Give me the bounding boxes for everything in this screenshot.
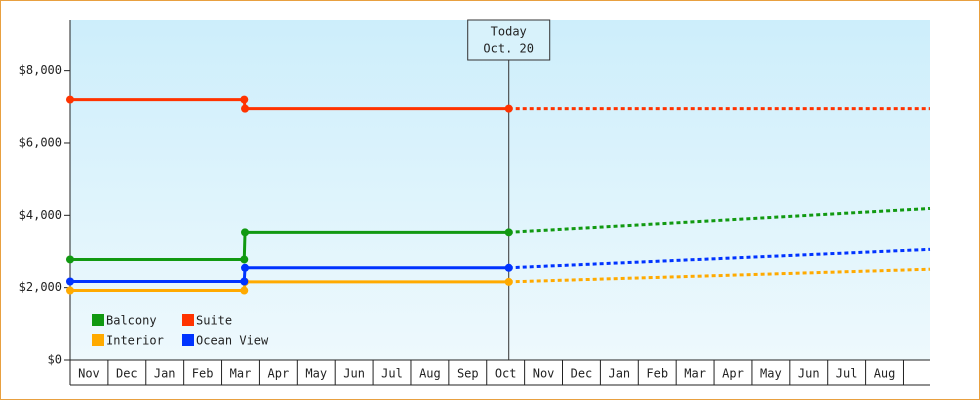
x-tick-label: Apr (268, 367, 290, 381)
price-dot (241, 104, 250, 113)
price-dot (241, 228, 250, 237)
x-tick-label: Jan (154, 367, 176, 381)
price-dot (66, 277, 74, 286)
legend-label: Ocean View (196, 334, 269, 348)
x-tick-label: Aug (419, 367, 441, 381)
x-tick-label: Nov (533, 367, 555, 381)
x-tick-label: May (305, 367, 327, 381)
price-dot (66, 286, 74, 295)
x-tick-label: Jul (381, 367, 403, 381)
x-tick-label: Jul (836, 367, 858, 381)
y-tick-label: $0 (48, 353, 62, 367)
x-tick-label: Dec (116, 367, 138, 381)
y-tick-label: $6,000 (19, 135, 62, 149)
x-tick-label: Mar (684, 367, 706, 381)
price-dot (240, 286, 249, 295)
price-dot (504, 228, 513, 237)
legend-swatch (92, 334, 104, 346)
x-tick-label: Feb (192, 367, 214, 381)
legend-swatch (182, 334, 194, 346)
price-dot (504, 277, 513, 286)
legend-swatch (92, 314, 104, 326)
price-dot (504, 104, 513, 113)
y-tick-label: $2,000 (19, 280, 62, 294)
price-dot (240, 277, 249, 286)
today-label: Today (491, 25, 527, 39)
forecast-line (508, 267, 931, 284)
x-tick-label: Feb (646, 367, 668, 381)
x-tick-label: Jun (798, 367, 820, 381)
x-tick-label: Nov (78, 367, 100, 381)
price-dot (504, 263, 513, 272)
forecast-line (508, 206, 931, 234)
price-line (70, 266, 509, 284)
x-tick-label: Apr (722, 367, 744, 381)
today-box (467, 19, 551, 61)
x-tick-label: Mar (230, 367, 252, 381)
price-dot (66, 255, 74, 264)
legend-swatch (182, 314, 194, 326)
price-line (70, 280, 509, 293)
x-tick-label: Dec (571, 367, 593, 381)
x-tick-label: Sep (457, 367, 479, 381)
price-dot (240, 255, 249, 264)
x-tick-label: Jun (343, 367, 365, 381)
price-dot (241, 263, 250, 272)
legend-label: Interior (106, 334, 164, 348)
forecast-line (508, 247, 931, 270)
price-dot (240, 95, 249, 104)
price-line (70, 98, 509, 111)
y-tick-label: $4,000 (19, 208, 62, 222)
x-tick-label: Jan (608, 367, 630, 381)
legend-label: Suite (196, 314, 232, 328)
x-tick-label: Oct (495, 367, 517, 381)
x-tick-label: Aug (874, 367, 896, 381)
price-line (70, 230, 509, 261)
today-label: Oct. 20 (483, 42, 534, 56)
price-dot (66, 95, 74, 104)
y-tick-label: $8,000 (19, 63, 62, 77)
x-tick-label: May (760, 367, 782, 381)
legend-label: Balcony (106, 314, 157, 328)
plot-area (70, 20, 930, 360)
